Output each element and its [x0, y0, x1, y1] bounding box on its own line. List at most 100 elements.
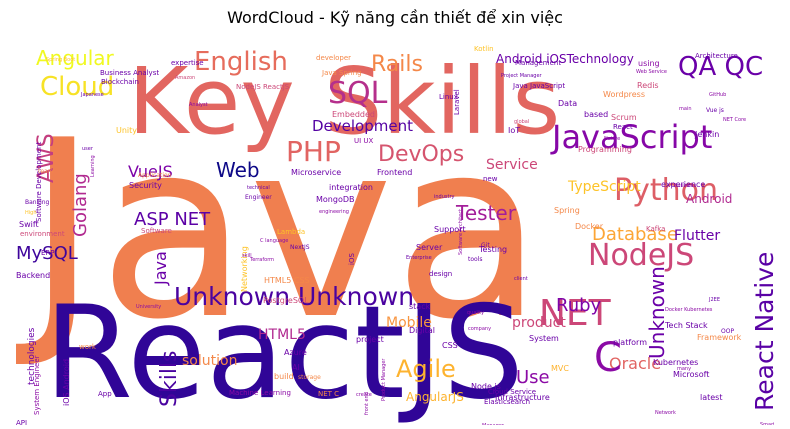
word-angularjs: AngularJS [406, 390, 464, 404]
word-learning: Learning [90, 155, 96, 177]
word-technical: technical [247, 185, 270, 191]
word-user: user [82, 146, 94, 152]
word-build: build [274, 372, 294, 381]
word-management: Management [515, 59, 561, 67]
word-database: Database [592, 224, 678, 245]
word-skills: Skills [157, 350, 182, 407]
word-github: GitHub [709, 92, 726, 98]
word-html5-css: HTML5 CSS [264, 276, 310, 285]
word-global: global [514, 119, 529, 125]
word-work: work [79, 343, 97, 351]
word-use: Use [516, 367, 550, 388]
word-engineering: engineering [319, 209, 349, 215]
word-nextjs: NextJS [290, 244, 310, 251]
word-stack: stack [409, 302, 431, 311]
word-css: CSS [442, 341, 458, 350]
word-service: Service [486, 157, 538, 173]
word-product-manager: Product Manager [381, 358, 387, 401]
word-lambda: Lambda [277, 228, 305, 236]
word-experience: experience [661, 180, 705, 189]
word-c: C [594, 335, 622, 381]
word-net: NET [539, 293, 612, 334]
word-web-service: Web Service [636, 69, 667, 75]
word-analyst: Analyst [189, 102, 208, 108]
word-cloud: Cloud [40, 72, 114, 102]
word-jenkin: Jenkin [694, 130, 719, 139]
word-node-js: Node js [471, 382, 501, 391]
word-team: team [38, 168, 54, 175]
word-cloud-service: Cloud Service [488, 388, 536, 396]
word-japanese: Japanese [80, 92, 104, 98]
word-skill: skill [242, 253, 252, 259]
word-ios: iOS [348, 253, 356, 265]
word-unity: Unity [116, 126, 137, 135]
word-network: Network [655, 410, 676, 416]
word-engineer: Engineer [245, 194, 272, 201]
word-industry: industry [434, 194, 455, 200]
word-support: Support [434, 225, 466, 234]
word-programming: Programming [578, 145, 632, 154]
word-typescript: TypeScript [567, 179, 641, 195]
word-ios-android: iOS Android [62, 359, 71, 406]
word-php: PHP [286, 135, 341, 168]
word-nodejs-reactjs: NodeJS ReactJS [236, 83, 290, 91]
word-frontend: Frontend [377, 168, 412, 177]
word-banking: Banking [25, 199, 50, 206]
word-android: Android [686, 192, 732, 206]
word-agile: Agile [396, 355, 456, 383]
word-flutter: Flutter [674, 228, 720, 244]
word-architecture: Architecture [695, 52, 738, 60]
word-new: new [483, 175, 498, 183]
word-microsoft: Microsoft [673, 370, 709, 379]
word-backend: Backend [16, 271, 50, 280]
word-security: Security [129, 181, 162, 190]
word-amazon: Amazon [175, 75, 195, 81]
word-framework: Framework [697, 333, 742, 342]
word-application: Application [138, 172, 172, 179]
word-java-spring: Java Spring [321, 69, 362, 77]
word-android-iostechnology: Android iOSTechnology [496, 52, 634, 66]
word-testing: Testing [478, 245, 507, 254]
word-c-language: C language [260, 238, 288, 244]
word-mongodb: MongoDB [316, 195, 355, 204]
word-kotlin: Kotlin [474, 45, 494, 53]
word-mobile: Mobile [386, 315, 432, 331]
word-high: High [25, 210, 37, 216]
word-erp: ERP [41, 249, 55, 257]
word-software-architect: Software Architect [458, 209, 464, 255]
word-spring-boot: Spring Boot [46, 57, 75, 63]
word-development: Development [312, 117, 413, 135]
word-docker: Docker [575, 222, 604, 231]
word-docker-kubernetes: Docker Kubernetes [665, 307, 713, 313]
word-ui-ux: UI UX [354, 137, 374, 145]
word-react-native: React Native [750, 252, 774, 411]
word-project: project [356, 335, 384, 344]
word-software-development: Software Development [35, 142, 43, 222]
word-project-manager: Project Manager [501, 73, 543, 79]
word-ruby: Ruby [556, 295, 602, 316]
word-rails: Rails [371, 52, 423, 77]
word-reactjs: ReactJS [44, 279, 524, 425]
word-swift: Swift [19, 220, 39, 229]
word-server: Server [416, 243, 443, 252]
word-english: English [194, 47, 288, 77]
word-web: Web [216, 158, 260, 182]
word-embedded: Embedded [332, 110, 375, 119]
word-unknown: Unknown [645, 266, 669, 359]
word-system-engineer: System Engineer [33, 355, 41, 415]
word-oop: OOP [721, 328, 734, 335]
word-api: API [16, 419, 27, 425]
word-company: company [468, 326, 491, 332]
word-sql: SQL [328, 76, 388, 111]
word-main: main [679, 106, 692, 112]
word-scrum: Scrum [611, 113, 637, 122]
word-java-javascript: Java JavaScript [512, 82, 565, 90]
word-client: client [514, 276, 528, 282]
word-java: Java [16, 88, 544, 373]
word-kafka: Kafka [646, 225, 665, 233]
word-wordpress: Wordpress [603, 90, 645, 99]
word-net-c: NET C [318, 390, 339, 398]
word-azure: Azure [284, 348, 307, 357]
word-nodejs: NodeJS [588, 238, 694, 273]
